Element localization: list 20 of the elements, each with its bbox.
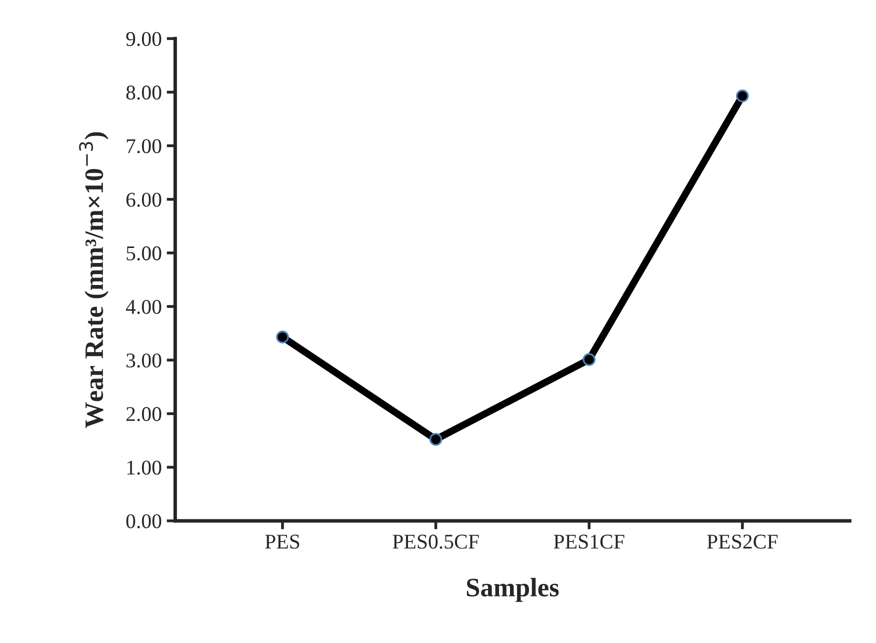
y-tick-label: 2.00: [126, 407, 162, 422]
x-tick-label: PES: [265, 534, 300, 549]
y-tick-label: 0.00: [126, 514, 162, 528]
point: [429, 432, 442, 446]
y-tick-label: 4.00: [126, 300, 162, 314]
point: [582, 353, 596, 366]
point: [736, 90, 749, 102]
y-tick-label: 8.00: [126, 86, 162, 100]
x-tick-label: PES1CF: [554, 534, 624, 549]
x-axis-title: Samples: [466, 578, 559, 602]
x-tick-label: PES2CF: [707, 534, 778, 549]
y-tick-label: 9.00: [126, 32, 162, 46]
point: [276, 330, 289, 344]
y-axis-title: Wear Rate (mm³/m×10$^{−3}$): [79, 132, 108, 428]
y-tick-label: 3.00: [126, 353, 162, 368]
x-tick-label: PES0.5CF: [392, 534, 479, 549]
y-tick-label: 7.00: [126, 139, 162, 154]
y-tick-label: 1.00: [127, 460, 162, 475]
y-tick-label: 6.00: [126, 192, 162, 207]
y-tick-label: 5.00: [126, 246, 162, 260]
